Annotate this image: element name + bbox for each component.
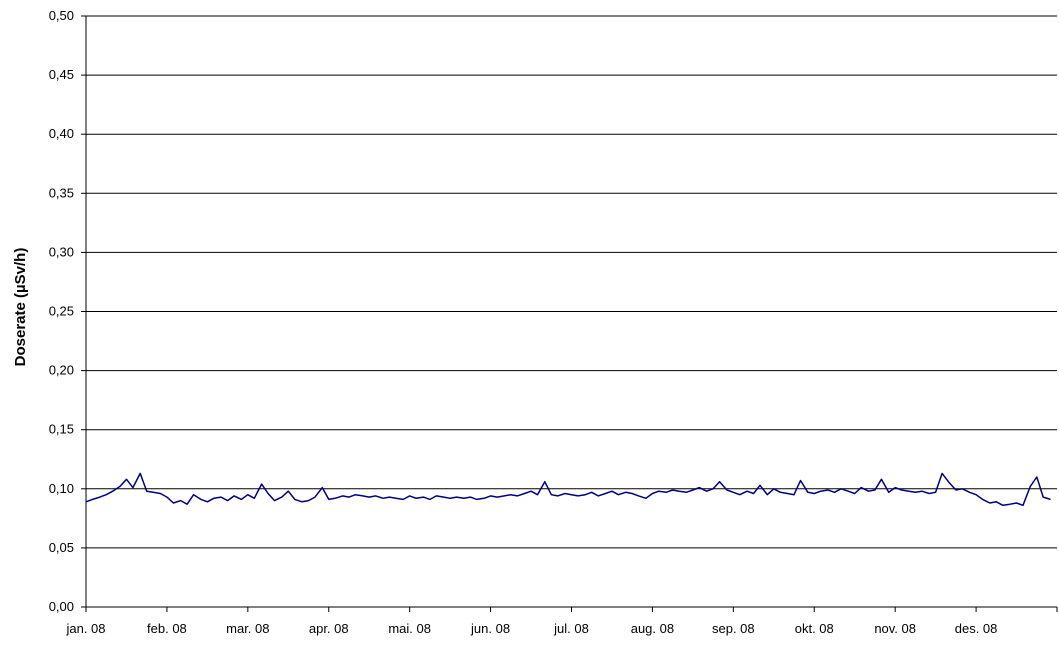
x-tick-label: jun. 08 — [470, 621, 510, 636]
x-tick-label: sep. 08 — [712, 621, 755, 636]
y-tick-label: 0,20 — [49, 363, 74, 378]
series-layer — [85, 472, 1051, 507]
y-tick-label: 0,45 — [49, 67, 74, 82]
y-tick-label: 0,05 — [49, 540, 74, 555]
y-tick-label: 0,10 — [49, 481, 74, 496]
y-axis-title: Doserate (µSv/h) — [12, 248, 29, 367]
y-tick-label: 0,30 — [49, 244, 74, 259]
gridlines — [86, 15, 1057, 549]
x-tick-label: des. 08 — [955, 621, 998, 636]
x-tick-label: feb. 08 — [147, 621, 187, 636]
x-tick-label: nov. 08 — [874, 621, 916, 636]
x-tick-label: jul. 08 — [553, 621, 589, 636]
y-tick-labels: 0,00 0,05 0,10 0,15 0,20 0,25 0,30 0,35 0,40 0,45… — [49, 8, 74, 614]
y-tick-label: 0,50 — [49, 8, 74, 23]
y-tick-label: 0,35 — [49, 185, 74, 200]
y-tick-label: 0,15 — [49, 422, 74, 437]
x-tick-label: apr. 08 — [309, 621, 349, 636]
y-tick-label: 0,00 — [49, 599, 74, 614]
axes — [81, 15, 1058, 612]
y-tick-label: 0,40 — [49, 126, 74, 141]
x-tick-label: okt. 08 — [795, 621, 834, 636]
y-tick-label: 0,25 — [49, 304, 74, 319]
x-tick-label: jan. 08 — [65, 621, 105, 636]
x-tick-label: mar. 08 — [226, 621, 269, 636]
series-line — [85, 472, 1051, 507]
x-tick-label: mai. 08 — [388, 621, 431, 636]
x-tick-label: aug. 08 — [631, 621, 674, 636]
x-tick-labels: jan. 08 feb. 08 mar. 08 apr. 08 mai. 08 jun. … — [65, 621, 997, 636]
